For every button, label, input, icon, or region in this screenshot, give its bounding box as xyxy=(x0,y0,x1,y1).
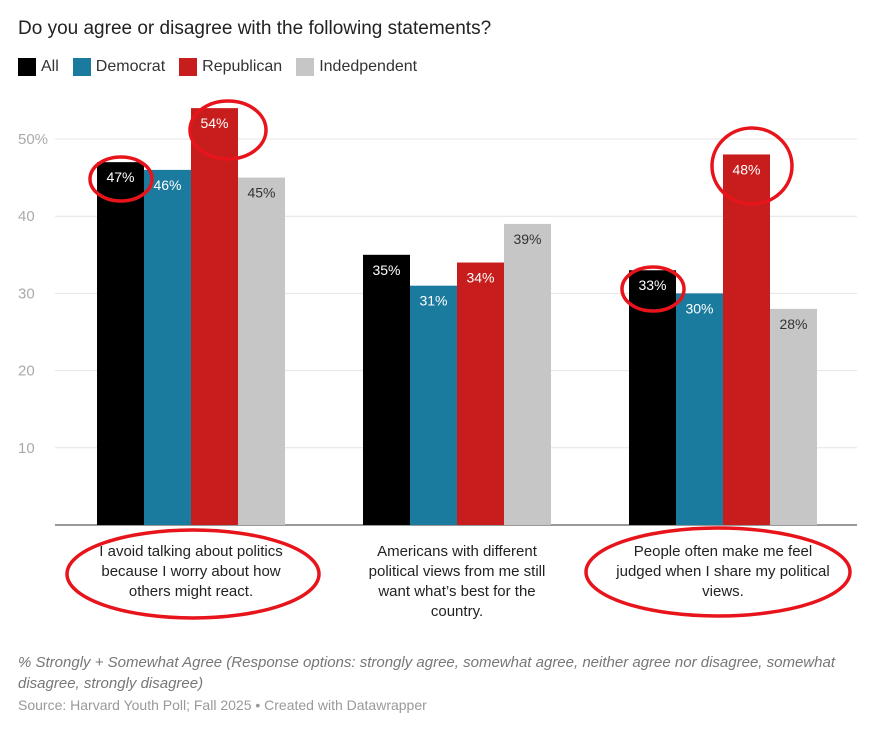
legend-label: Indedpendent xyxy=(319,58,418,75)
legend-label: All xyxy=(41,58,59,75)
y-tick-label: 50% xyxy=(18,131,48,148)
y-tick-label: 10 xyxy=(18,440,35,457)
data-label: 28% xyxy=(779,316,807,332)
legend-swatch xyxy=(72,58,91,76)
bar-democrat xyxy=(676,293,723,525)
chart-source: Source: Harvard Youth Poll; Fall 2025 • … xyxy=(18,697,427,713)
data-label: 34% xyxy=(466,270,494,286)
legend-swatch xyxy=(18,58,36,76)
annotation-circle xyxy=(620,265,686,313)
data-label: 46% xyxy=(153,177,181,193)
legend-item-all: All xyxy=(18,58,59,76)
bar-republican xyxy=(457,262,504,525)
category-label: because I worry about how xyxy=(101,563,280,580)
legend-swatch xyxy=(179,58,198,76)
category-label: People often make me feel xyxy=(634,543,812,560)
bar-republican xyxy=(191,108,238,526)
legend-item-independent: Indedpendent xyxy=(296,58,417,76)
data-label: 54% xyxy=(200,115,228,131)
category-label: want what’s best for the xyxy=(377,583,535,600)
y-tick-label: 30 xyxy=(18,285,35,302)
category-label: views. xyxy=(702,583,744,600)
data-label: 47% xyxy=(106,169,134,185)
category-label: political views from me still xyxy=(369,563,546,580)
category-label: judged when I share my political xyxy=(615,563,829,580)
data-label: 45% xyxy=(247,185,275,201)
annotation-circle xyxy=(710,126,794,206)
annotation-circle xyxy=(584,526,852,618)
bar-indedpendent xyxy=(504,223,551,526)
annotation-circle xyxy=(88,155,154,203)
bar-republican xyxy=(723,154,770,525)
bar-indedpendent xyxy=(770,308,817,525)
annotation-circle xyxy=(188,99,268,161)
y-tick-label: 40 xyxy=(18,208,35,225)
legend-label: Republican xyxy=(202,58,283,75)
data-label: 30% xyxy=(685,300,713,316)
chart-title: Do you agree or disagree with the follow… xyxy=(18,18,492,39)
data-label: 31% xyxy=(419,293,447,309)
legend-label: Democrat xyxy=(95,58,166,75)
legend: All Democrat Republican Indedpendent xyxy=(18,58,417,76)
data-label: 48% xyxy=(732,161,760,177)
legend-item-republican: Republican xyxy=(179,58,282,76)
bar-all xyxy=(97,162,144,525)
chart-notes: % Strongly + Somewhat Agree (Response op… xyxy=(18,654,835,692)
data-label: 39% xyxy=(513,231,541,247)
data-label: 33% xyxy=(638,277,666,293)
legend-item-democrat: Democrat xyxy=(72,58,166,76)
category-label: I avoid talking about politics xyxy=(99,543,282,560)
bar-democrat xyxy=(144,169,191,525)
y-tick-label: 20 xyxy=(18,363,35,380)
legend-swatch xyxy=(296,58,315,76)
annotation-circle xyxy=(65,528,321,620)
bar-all xyxy=(363,254,410,526)
category-label: others might react. xyxy=(129,583,253,600)
category-label: Americans with different xyxy=(377,543,538,560)
bar-indedpendent xyxy=(238,177,285,525)
bar-democrat xyxy=(410,285,457,525)
data-label: 35% xyxy=(372,262,400,278)
category-label: country. xyxy=(431,603,483,620)
